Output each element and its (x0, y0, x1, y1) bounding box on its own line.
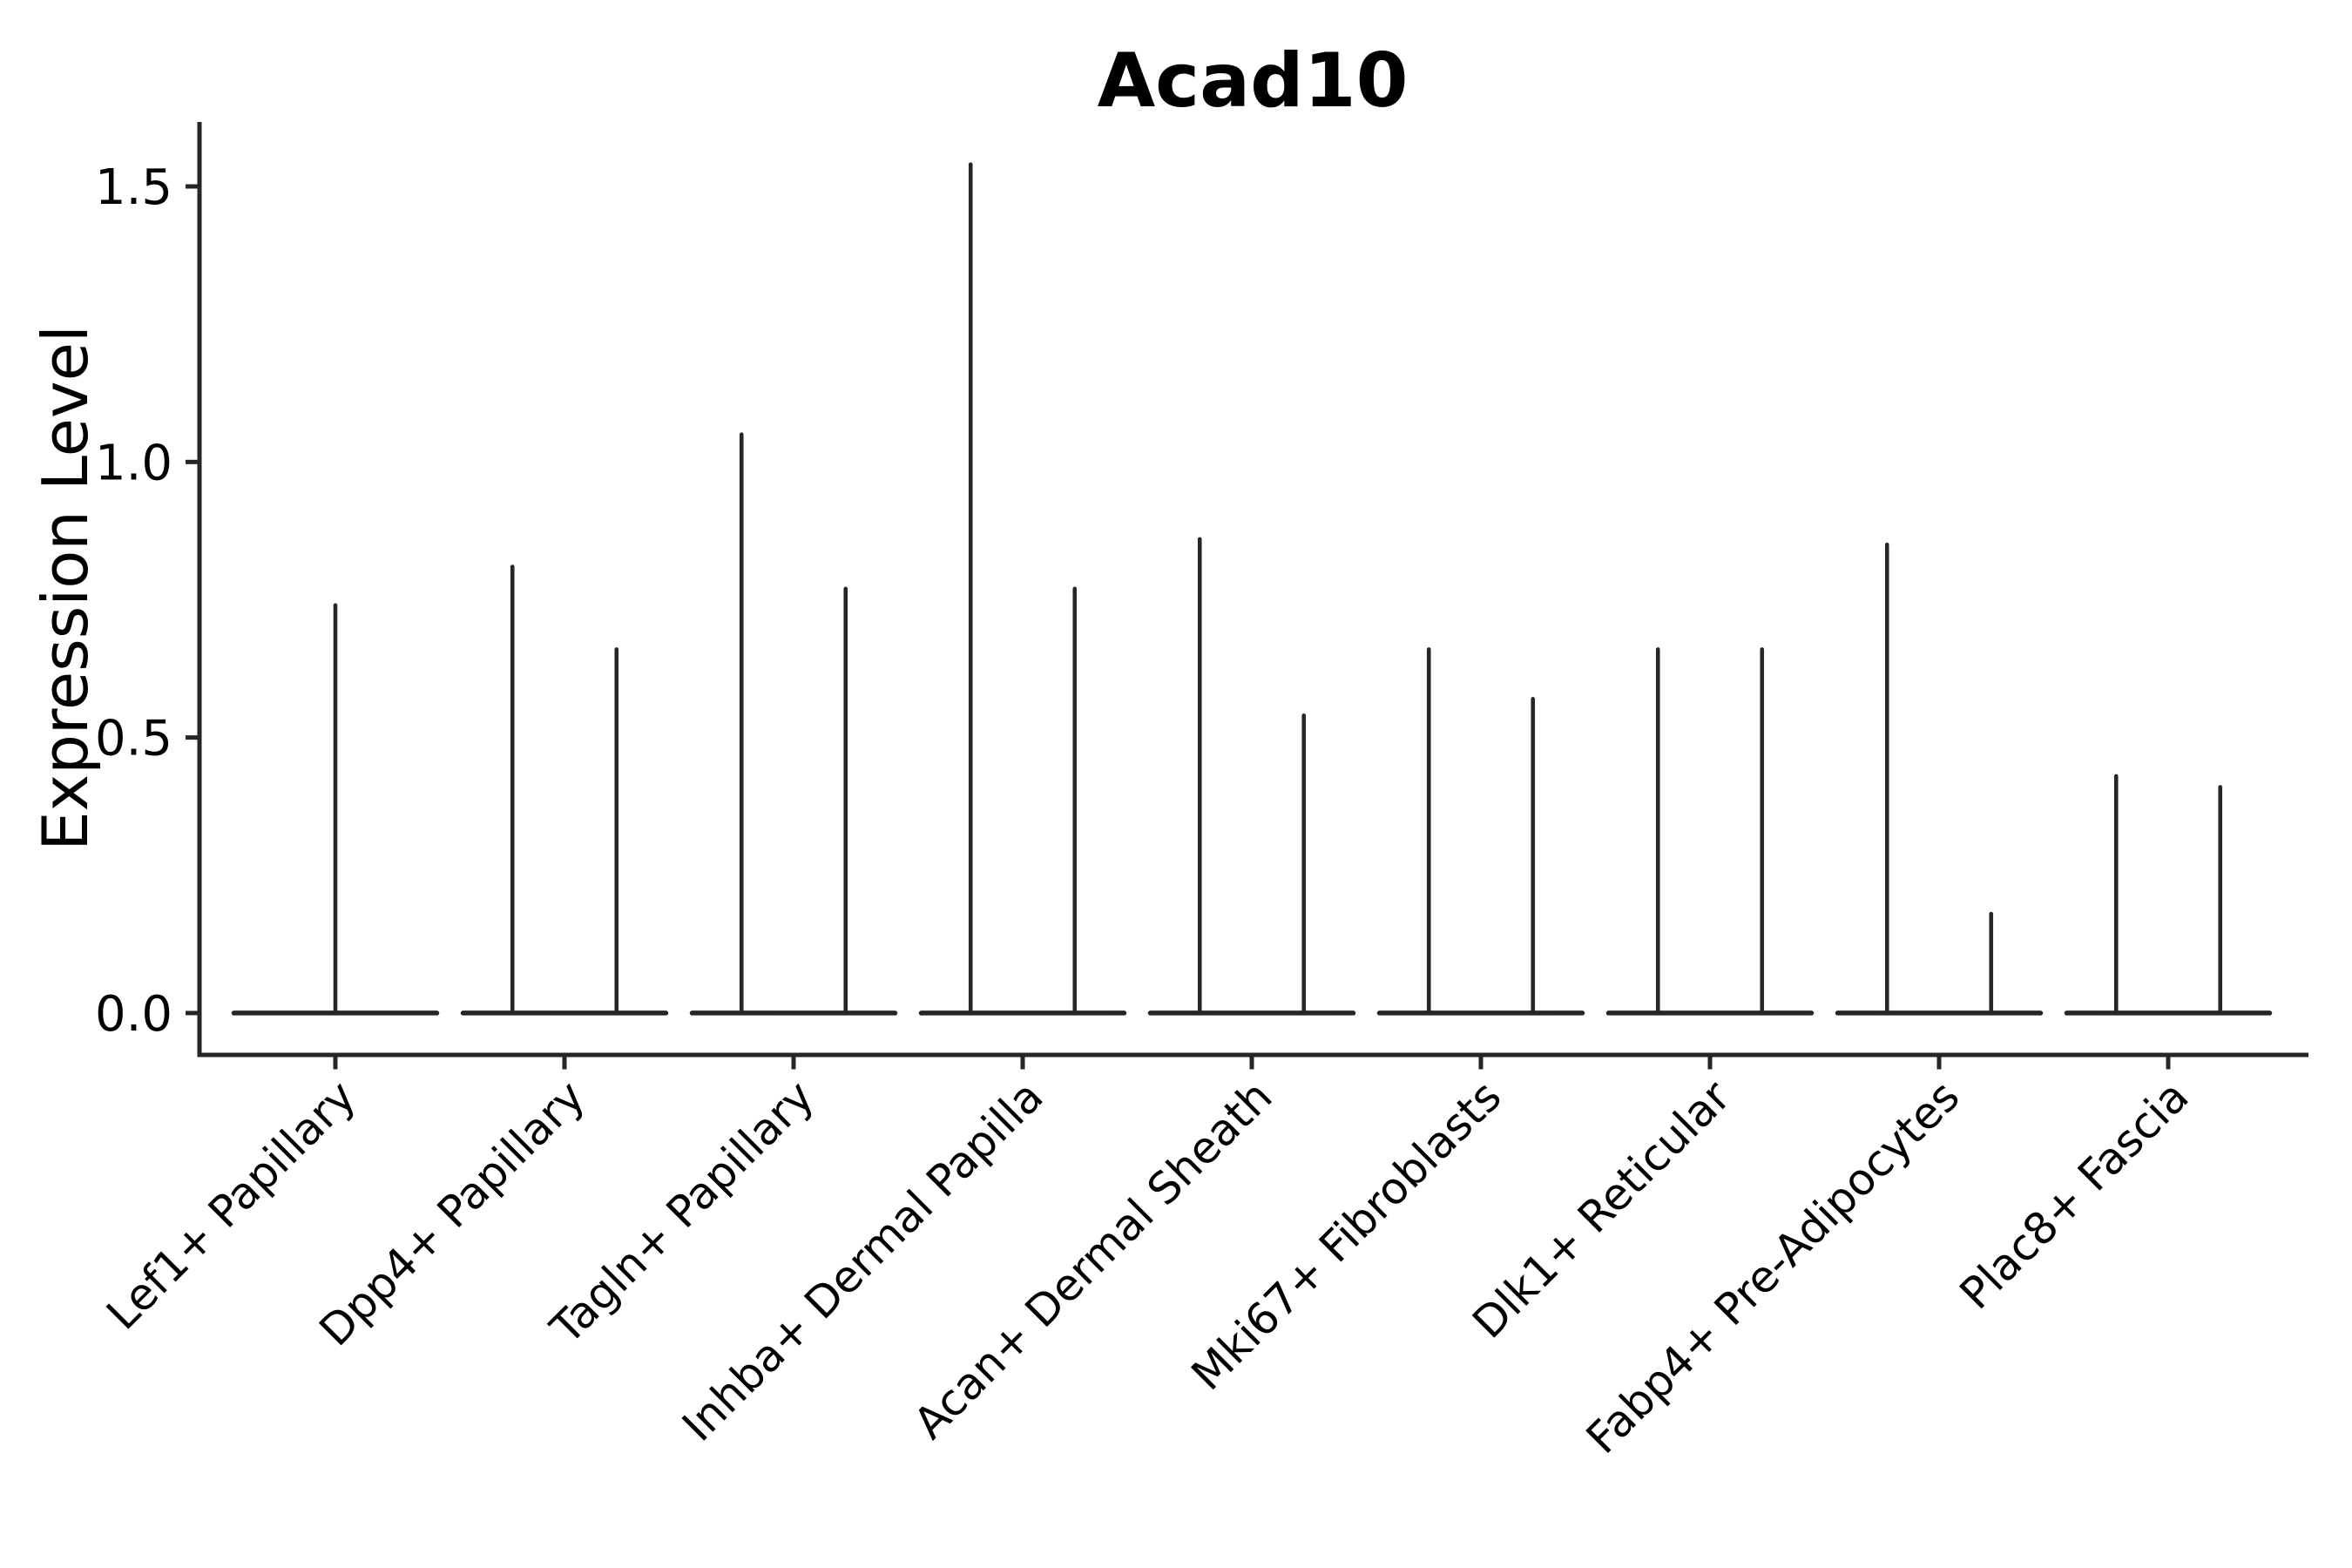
violin-group (2064, 774, 2273, 1016)
violin-group (1605, 647, 1815, 1016)
x-tick-label: Plac8+ Fascia (1950, 1071, 2199, 1319)
y-tick-label: 1.5 (95, 159, 172, 216)
violin-group (460, 564, 669, 1016)
y-axis-ticks: 0.0 0.5 1.0 1.5 (95, 159, 198, 1043)
y-tick-label: 1.0 (95, 435, 172, 491)
violins (231, 162, 2273, 1016)
y-axis-label: Expression Level (29, 325, 102, 851)
x-tick-label: Fabp4+ Pre-Adipocytes (1577, 1071, 1970, 1463)
violin-group (918, 162, 1127, 1016)
y-tick-label: 0.5 (95, 711, 172, 767)
x-tick-label: Lef1+ Papillary (97, 1071, 365, 1339)
violin-group (1147, 537, 1356, 1016)
chart-title: Acad10 (1098, 37, 1409, 125)
violin-group (689, 432, 898, 1016)
violin-group (231, 603, 440, 1016)
violin-group (1835, 542, 2044, 1016)
x-axis-ticks (333, 1057, 2171, 1070)
violin-group (1376, 647, 1585, 1016)
y-tick-label: 0.0 (95, 986, 172, 1043)
